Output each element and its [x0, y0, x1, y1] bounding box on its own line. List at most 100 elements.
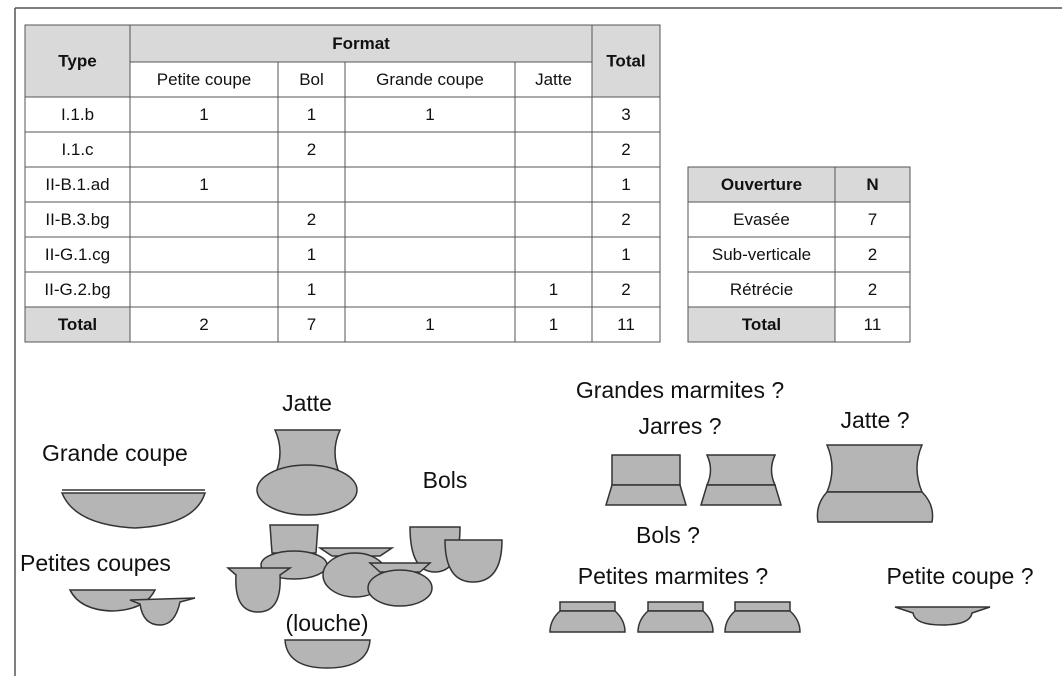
table-cell — [129, 166, 279, 203]
table-cell — [344, 166, 516, 203]
cell-text: 1 — [621, 245, 630, 264]
table-cell — [24, 24, 131, 98]
table-cell — [834, 306, 911, 343]
table-cell — [591, 236, 661, 273]
cell-text: 1 — [549, 315, 558, 334]
cell-text: Petite coupe — [157, 70, 252, 89]
table-cell — [591, 24, 661, 98]
bol — [367, 569, 433, 607]
cell-text: 7 — [307, 315, 316, 334]
cell-text: 1 — [425, 105, 434, 124]
louche — [284, 639, 371, 669]
table-cell — [514, 201, 593, 238]
bol — [317, 547, 395, 557]
table-cell — [834, 236, 911, 273]
table-cell — [514, 166, 593, 203]
table-cell — [834, 166, 911, 203]
table-cell — [514, 236, 593, 273]
louche-coupe — [129, 597, 196, 626]
label: (louche) — [285, 610, 368, 636]
cell-text: 2 — [621, 280, 630, 299]
cell-text: Bol — [299, 70, 324, 89]
cell-text: 11 — [617, 315, 635, 334]
table-cell — [277, 201, 346, 238]
table-cell — [514, 131, 593, 168]
cell-text: I.1.b — [61, 105, 94, 124]
table-cell — [344, 201, 516, 238]
petite-coupe — [894, 606, 991, 626]
table-cell — [514, 96, 593, 133]
cell-text: Ouverture — [721, 175, 802, 194]
table-cell — [129, 61, 279, 98]
label: Jarres ? — [638, 413, 721, 439]
table-cell — [277, 166, 346, 203]
table-cell — [24, 236, 131, 273]
cell-text: 2 — [868, 280, 877, 299]
cell-text: Total — [742, 315, 781, 334]
table-cell — [344, 306, 516, 343]
jarre-neck — [611, 454, 681, 486]
cell-text: 1 — [307, 280, 316, 299]
cell-text: 1 — [307, 245, 316, 264]
label: Petites marmites ? — [578, 563, 768, 589]
table-cell — [277, 306, 346, 343]
bol — [226, 567, 293, 613]
table-cell — [344, 96, 516, 133]
marmite-neck — [647, 601, 704, 612]
pottery-drawings-hypothetical — [549, 444, 991, 633]
cell-text: Grande coupe — [376, 70, 484, 89]
table-cell — [591, 131, 661, 168]
table-cell — [277, 271, 346, 308]
pottery-drawings — [60, 429, 503, 669]
jatte-body — [256, 464, 358, 516]
cell-text: II-G.2.bg — [44, 280, 110, 299]
table-cell — [834, 271, 911, 308]
jarre-body — [699, 484, 783, 506]
table-cell — [277, 236, 346, 273]
cell-text: II-G.1.cg — [45, 245, 110, 264]
cell-text: 1 — [199, 105, 208, 124]
cell-text: 2 — [307, 140, 316, 159]
table-cell — [129, 201, 279, 238]
table-cell — [591, 166, 661, 203]
bol — [368, 562, 432, 573]
cell-text: 2 — [199, 315, 208, 334]
cell-text: Sub-verticale — [712, 245, 811, 264]
table-cell — [129, 131, 279, 168]
jarre-body — [604, 484, 688, 506]
table-cell — [129, 306, 279, 343]
label: Bols ? — [636, 522, 700, 548]
table-cell — [834, 201, 911, 238]
table-cell — [24, 166, 131, 203]
table-cell — [591, 201, 661, 238]
table-cell — [591, 306, 661, 343]
marmite-body — [549, 610, 626, 633]
cell-text: Total — [58, 315, 97, 334]
table-cell — [129, 236, 279, 273]
cell-text: Rétrécie — [730, 280, 793, 299]
cell-text: 1 — [621, 175, 630, 194]
cell-text: 2 — [621, 140, 630, 159]
marmite-neck — [734, 601, 791, 612]
bol — [444, 539, 503, 583]
table-cell — [277, 131, 346, 168]
cell-text: 2 — [307, 210, 316, 229]
cell-text: 3 — [621, 105, 630, 124]
cell-text: 1 — [549, 280, 558, 299]
cell-text: Format — [332, 34, 390, 53]
cell-text: II-B.3.bg — [45, 210, 109, 229]
label: Petite coupe ? — [886, 563, 1033, 589]
cell-text: Total — [606, 51, 645, 70]
cell-text: 1 — [199, 175, 208, 194]
grande-coupe — [60, 492, 207, 529]
cell-text: Evasée — [733, 210, 790, 229]
table-cell — [514, 271, 593, 308]
cell-text: N — [866, 175, 878, 194]
bol — [269, 524, 319, 554]
cell-text: 7 — [868, 210, 877, 229]
table-cell — [344, 271, 516, 308]
table-cell — [514, 61, 593, 98]
table-cell — [129, 271, 279, 308]
cell-text: 2 — [621, 210, 630, 229]
